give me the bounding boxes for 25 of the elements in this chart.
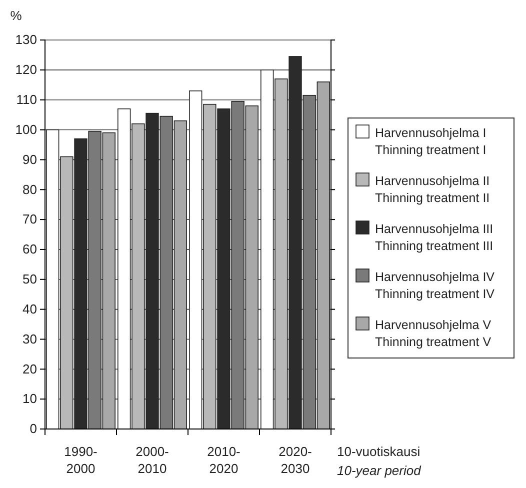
y-tick-label: 50	[22, 272, 37, 287]
y-tick-label: 20	[22, 361, 37, 376]
x-tick-label: 2010- 2020	[207, 444, 240, 476]
y-tick-label: 40	[22, 301, 37, 316]
legend-label: Harvennusohjelma V Thinning treatment V	[375, 318, 492, 349]
y-tick-label: 30	[22, 331, 37, 346]
y-tick-label: 60	[22, 242, 37, 257]
legend-label: Harvennusohjelma III Thinning treatment III	[375, 222, 494, 253]
y-tick-label: 110	[16, 92, 37, 108]
y-tick-label: 80	[22, 182, 37, 197]
x-tick-label: 2020- 2030	[278, 444, 312, 476]
y-tick-label: 100	[15, 122, 37, 137]
y-axis-title: %	[10, 8, 22, 23]
x-tick-label: 1990- 2000	[64, 444, 98, 476]
y-tick-label: 70	[22, 212, 37, 227]
y-tick-label: 10	[22, 391, 37, 406]
y-tick-label: 130	[15, 32, 37, 48]
x-tick-label: 2000- 2010	[136, 444, 169, 476]
legend-label: Harvennusohjelma IV Thinning treatment IV	[375, 270, 496, 301]
legend-label: Harvennusohjelma II Thinning treatment II	[375, 174, 490, 205]
y-tick-label: 120	[15, 62, 37, 78]
y-tick-label: 90	[22, 152, 37, 167]
legend-label: Harvennusohjelma I Thinning treatment I	[375, 126, 486, 157]
x-axis-title: 10-vuotiskausi 10-year period	[337, 444, 422, 478]
y-tick-label: 0	[30, 421, 37, 436]
